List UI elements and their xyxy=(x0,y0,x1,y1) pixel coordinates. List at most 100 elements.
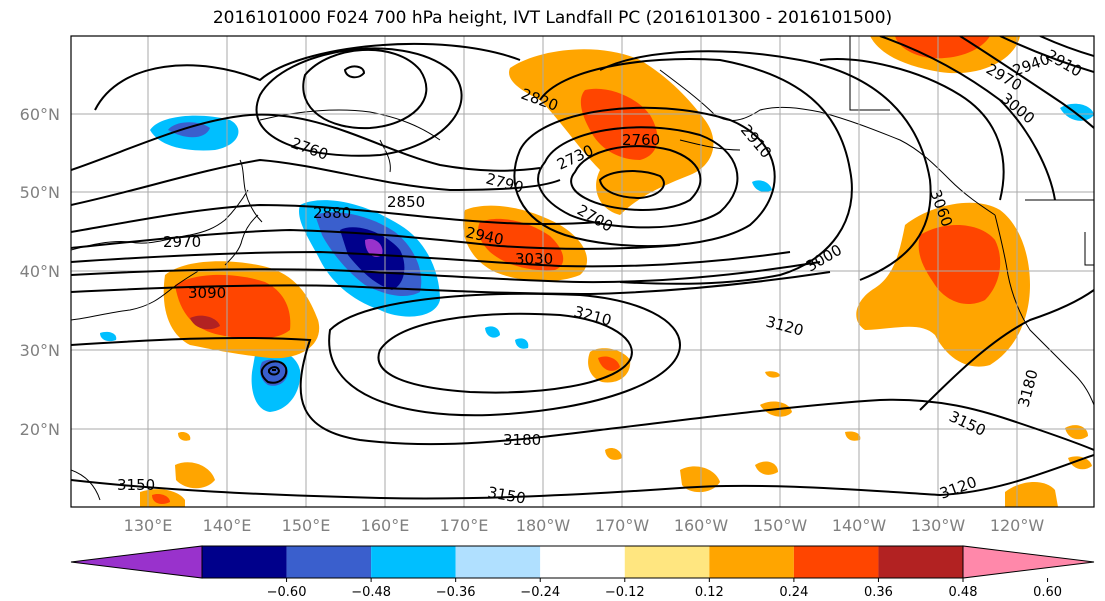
ivt-patch xyxy=(100,331,117,342)
contour-label: 2760 xyxy=(622,131,660,149)
ivt-patch xyxy=(598,356,620,371)
ivt-patch xyxy=(580,88,658,160)
lon-label: 150°E xyxy=(282,516,331,535)
ivt-patch xyxy=(168,122,210,138)
lon-label: 120°W xyxy=(990,516,1045,535)
ivt-patch xyxy=(152,493,170,504)
lon-label: 130°W xyxy=(911,516,966,535)
contour-label: 3150 xyxy=(117,476,155,494)
height-contour xyxy=(71,250,791,268)
colorbar-tick-label: −0.24 xyxy=(520,585,560,600)
height-contour xyxy=(513,106,776,248)
height-contour xyxy=(819,58,1005,201)
coastline xyxy=(849,36,890,111)
lon-label: 170°W xyxy=(595,516,650,535)
height-contour xyxy=(260,360,288,384)
colorbar-outline xyxy=(201,545,964,579)
colorbar-segment xyxy=(371,546,456,578)
colorbar-tick-label: −0.12 xyxy=(605,585,645,600)
latitude-labels: 60°N 50°N 40°N 30°N 20°N xyxy=(20,105,60,439)
lon-label: 150°W xyxy=(753,516,808,535)
height-contour xyxy=(919,289,1094,411)
contour-label: 3090 xyxy=(188,284,226,302)
colorbar-segment xyxy=(286,546,372,578)
height-contour xyxy=(999,36,1094,73)
ivt-patch xyxy=(918,224,1001,305)
contour-label: 2970 xyxy=(163,233,201,251)
colorbar-segment xyxy=(709,546,794,578)
contour-label: 2880 xyxy=(313,204,351,222)
ivt-patch xyxy=(765,371,780,378)
colorbar: −0.60 −0.48 −0.36 −0.24 −0.12 0.12 0.24 0.36 0.4… xyxy=(70,545,1095,600)
lat-label: 40°N xyxy=(20,262,60,281)
colorbar-extend-high xyxy=(962,545,1095,579)
ivt-patch xyxy=(755,461,778,475)
contour-label: 3180 xyxy=(503,431,541,449)
lat-label: 20°N xyxy=(20,420,60,439)
height-contour xyxy=(377,312,633,394)
height-contour xyxy=(71,203,601,233)
ivt-patch xyxy=(895,36,990,59)
colorbar-tick-label: 0.60 xyxy=(1033,585,1062,600)
height-contour xyxy=(343,65,366,79)
coastline xyxy=(239,159,263,223)
lat-label: 30°N xyxy=(20,341,60,360)
height-contour xyxy=(328,292,682,417)
height-contour xyxy=(71,113,541,172)
coastline xyxy=(71,189,249,251)
lat-label: 50°N xyxy=(20,183,60,202)
map-title: 2016101000 F024 700 hPa height, IVT Land… xyxy=(212,8,893,28)
coastline xyxy=(224,214,259,266)
lon-label: 140°E xyxy=(203,516,252,535)
coastline xyxy=(379,139,391,173)
colorbar-tick-label: −0.48 xyxy=(351,585,391,600)
colorbar-tick-label: 0.36 xyxy=(864,585,893,600)
height-contour xyxy=(71,271,831,296)
ivt-patch xyxy=(752,180,772,192)
height-contour xyxy=(71,336,1094,451)
colorbar-tick-label: 0.48 xyxy=(949,585,978,600)
height-contour xyxy=(598,170,665,200)
lon-label: 160°W xyxy=(674,516,729,535)
colorbar-extend-low xyxy=(70,545,203,579)
longitude-labels: 130°E 140°E 150°E 160°E 170°E 180°W 170°… xyxy=(124,516,1045,535)
lat-label: 60°N xyxy=(20,105,60,124)
coastline xyxy=(71,269,201,321)
height-contour xyxy=(255,47,463,157)
contour-label: 2850 xyxy=(387,193,425,211)
coastline xyxy=(994,214,1094,406)
ivt-patch xyxy=(190,315,220,330)
lon-label: 170°E xyxy=(440,516,489,535)
ivt-patch xyxy=(845,431,861,441)
colorbar-segment xyxy=(202,546,287,578)
height-contour xyxy=(71,454,1094,500)
height-contours xyxy=(71,36,1094,500)
ivt-patch xyxy=(605,447,622,460)
ivt-patch xyxy=(515,338,529,349)
height-contour xyxy=(302,49,428,130)
height-contour xyxy=(599,50,932,281)
coastline xyxy=(679,139,741,151)
lon-label: 180°W xyxy=(516,516,571,535)
colorbar-tick-label: 0.12 xyxy=(695,585,724,600)
ivt-patch xyxy=(478,218,564,271)
ivt-patch xyxy=(178,431,191,441)
height-contour xyxy=(71,261,821,284)
map-frame xyxy=(70,35,1095,508)
colorbar-tick-label: −0.36 xyxy=(436,585,476,600)
height-contour xyxy=(71,158,561,206)
ivt-patch xyxy=(340,227,405,290)
height-contour xyxy=(71,228,681,250)
ivt-patch xyxy=(1005,481,1058,507)
colorbar-segment xyxy=(540,546,625,578)
height-contour xyxy=(879,36,1056,201)
ivt-patch xyxy=(485,326,500,338)
height-contour xyxy=(94,42,521,111)
colorbar-tick-label: −0.60 xyxy=(267,585,307,600)
colorbar-tick-label: 0.24 xyxy=(779,585,808,600)
ivt-patch xyxy=(1068,456,1092,470)
height-contour xyxy=(539,58,853,285)
height-contour xyxy=(959,36,1094,129)
contour-label: 3030 xyxy=(515,250,553,268)
